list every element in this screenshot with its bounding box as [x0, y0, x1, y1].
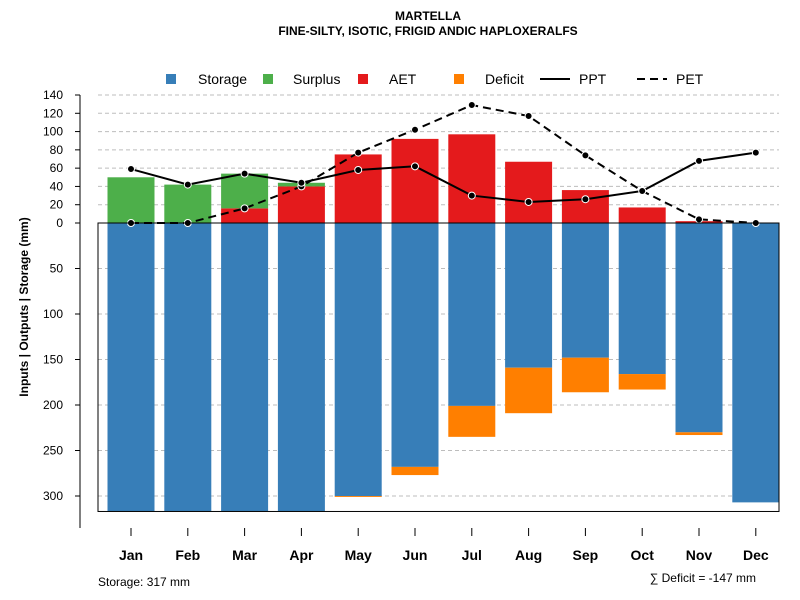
x-tick-label-jul: Jul: [462, 547, 482, 563]
x-tick-label-apr: Apr: [289, 547, 314, 563]
ppt-point-jan: [127, 165, 135, 174]
x-tick-label-may: May: [345, 547, 372, 563]
pet-point-aug: [524, 112, 533, 121]
ppt-line: [130, 151, 756, 203]
y-tick-label: 200: [43, 398, 63, 412]
aet-bar-mar: [221, 208, 269, 223]
ppt-point-nov: [695, 156, 703, 165]
ppt-point-oct: [638, 187, 647, 195]
x-tick-label-sep: Sep: [573, 547, 599, 563]
x-tick-label-mar: Mar: [232, 547, 257, 563]
legend-label-storage: Storage: [198, 71, 247, 87]
storage-bar-may: [334, 223, 382, 496]
storage-bar-jan: [107, 223, 155, 512]
x-tick-label-jan: Jan: [119, 547, 143, 563]
storage-bar-jun: [391, 223, 439, 467]
storage-bar-mar: [221, 223, 269, 512]
x-tick-label-aug: Aug: [515, 547, 542, 563]
storage-bar-apr: [277, 223, 325, 512]
y-tick-label: 80: [50, 143, 64, 157]
deficit-bar-oct: [618, 374, 666, 390]
ppt-point-sep: [581, 195, 590, 204]
x-tick-label-nov: Nov: [686, 547, 713, 563]
deficit-bar-jul: [448, 405, 496, 437]
aet-bar-oct: [618, 207, 666, 223]
legend-swatch-deficit: [454, 74, 464, 84]
pet-point-may: [354, 148, 363, 157]
deficit-bar-nov: [675, 432, 723, 436]
pet-line: [131, 104, 756, 224]
x-tick-label-oct: Oct: [631, 547, 655, 563]
x-tick-label-dec: Dec: [743, 547, 769, 563]
deficit-bar-aug: [505, 367, 553, 414]
pet-point-jun: [411, 125, 419, 134]
storage-bar-nov: [675, 223, 723, 433]
deficit-bar-may: [334, 496, 382, 497]
pet-point-mar: [240, 204, 249, 213]
ppt-point-jul: [467, 191, 476, 200]
ppt-point-apr: [297, 178, 306, 187]
legend-swatch-storage: [166, 74, 176, 84]
deficit-footnote: ∑ Deficit = -147 mm: [650, 571, 756, 585]
legend-label-aet: AET: [389, 71, 417, 87]
plot-frame: [97, 222, 780, 512]
aet-bar-aug: [505, 161, 553, 223]
ppt-point-may: [354, 165, 363, 174]
storage-bar-feb: [164, 223, 212, 512]
aet-bar-jul: [448, 134, 496, 223]
storage-bar-aug: [505, 223, 553, 368]
x-tick-label-jun: Jun: [403, 547, 428, 563]
y-tick-label: 300: [43, 489, 63, 503]
legend-label-deficit: Deficit: [485, 71, 524, 87]
y-tick-label: 250: [43, 444, 63, 458]
legend: Storage Surplus AET Deficit PPT PET: [166, 71, 704, 87]
storage-bar-jul: [448, 223, 496, 406]
chart-title: MARTELLA: [395, 9, 461, 23]
deficit-bar-sep: [561, 357, 609, 393]
bars: [107, 134, 780, 512]
surplus-bar-mar: [221, 173, 269, 209]
storage-footnote: Storage: 317 mm: [98, 575, 190, 589]
ppt-point-feb: [183, 180, 192, 189]
chart-subtitle: FINE-SILTY, ISOTIC, FRIGID ANDIC HAPLOXE…: [278, 24, 577, 38]
pet-point-nov: [695, 215, 703, 224]
y-tick-label: 150: [43, 353, 63, 367]
y-tick-label: 40: [50, 179, 64, 193]
pet-point-sep: [581, 151, 590, 160]
ppt-point-dec: [751, 148, 760, 157]
y-tick-label: 50: [50, 262, 64, 276]
storage-bar-oct: [618, 223, 666, 375]
y-tick-label: 100: [43, 125, 63, 139]
legend-swatch-aet: [358, 74, 368, 84]
y-tick-label: 100: [43, 307, 63, 321]
gridlines: [98, 94, 779, 497]
legend-label-pet: PET: [676, 71, 704, 87]
surplus-bar-jan: [107, 177, 155, 223]
aet-bar-jun: [391, 138, 439, 223]
aet-bar-may: [334, 154, 382, 223]
surplus-bar-feb: [164, 184, 212, 223]
y-axis-label: Inputs | Outputs | Storage (mm): [17, 217, 31, 396]
storage-bar-dec: [732, 223, 780, 503]
ppt-point-mar: [240, 169, 249, 178]
axes: 0 20 40 60 80 100 120 140 50 100 150 200 250 300 Jan Fe…: [43, 88, 780, 563]
y-tick-label: 120: [43, 106, 63, 120]
ppt-point-aug: [524, 197, 533, 206]
pet-point-jul: [467, 101, 476, 110]
deficit-bar-jun: [391, 466, 439, 476]
aet-bar-sep: [561, 190, 609, 223]
y-tick-label: 60: [50, 161, 64, 175]
y-tick-label: 140: [43, 88, 63, 102]
legend-label-surplus: Surplus: [293, 71, 340, 87]
y-tick-label: 0: [56, 216, 63, 230]
ppt-point-jun: [411, 162, 419, 171]
legend-label-ppt: PPT: [579, 71, 607, 87]
y-tick-label: 20: [50, 198, 64, 212]
legend-swatch-surplus: [263, 74, 273, 84]
storage-bar-sep: [561, 223, 609, 358]
x-tick-label-feb: Feb: [175, 547, 200, 563]
